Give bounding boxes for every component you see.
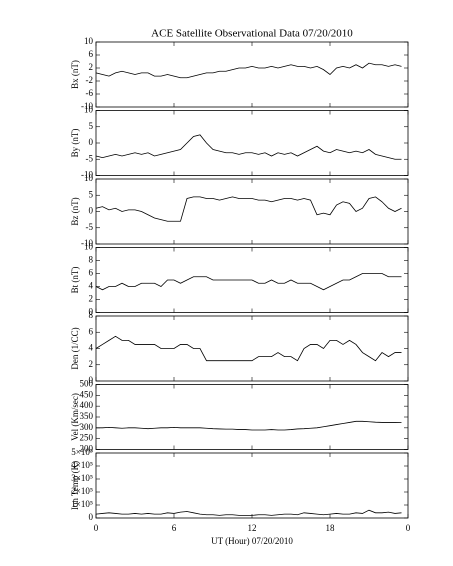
y-tick-label: 4×10⁵ xyxy=(71,460,93,470)
y-tick-label: 8 xyxy=(89,255,94,265)
panel-frame xyxy=(95,41,409,108)
panel-frame xyxy=(95,178,409,245)
data-line xyxy=(95,335,402,362)
chart-title: ACE Satellite Observational Data 07/20/2… xyxy=(151,28,353,40)
y-tick-label: -2 xyxy=(86,75,94,85)
y-tick-label: 350 xyxy=(80,411,94,421)
y-axis-label: By (nT) xyxy=(70,129,80,158)
y-tick-label: -10 xyxy=(81,101,93,111)
y-tick-label: 400 xyxy=(80,400,94,410)
y-tick-label: 10 xyxy=(84,173,94,183)
x-tick-label: 18 xyxy=(326,523,336,533)
y-tick-label: 2 xyxy=(89,359,94,369)
data-line xyxy=(95,196,402,222)
y-tick-label: 2 xyxy=(89,294,94,304)
y-tick-label: 250 xyxy=(80,433,94,443)
y-tick-label: 4 xyxy=(89,281,94,291)
y-tick-label: 2 xyxy=(89,62,94,72)
y-tick-label: 0 xyxy=(89,512,94,522)
y-axis-label: Den (1/CC) xyxy=(70,327,80,369)
data-line xyxy=(95,273,402,291)
y-tick-label: 0 xyxy=(89,137,94,147)
y-tick-label: 10 xyxy=(84,242,94,252)
y-axis-label: Bx (nT) xyxy=(70,60,80,89)
y-axis-label: Vel (Km/sec) xyxy=(70,393,80,441)
y-axis-label: Bt (nT) xyxy=(70,267,80,294)
y-tick-label: -6 xyxy=(86,88,94,98)
y-tick-label: 10 xyxy=(84,36,94,46)
y-tick-label: 6 xyxy=(89,268,94,278)
y-tick-label: 5 xyxy=(89,189,94,199)
y-tick-label: 5×10⁵ xyxy=(71,447,93,457)
y-tick-label: 450 xyxy=(80,389,94,399)
y-tick-label: 5 xyxy=(89,121,94,131)
y-tick-label: 4 xyxy=(89,343,94,353)
y-tick-label: 0 xyxy=(89,375,94,385)
y-tick-label: 0 xyxy=(89,206,94,216)
panel-frame xyxy=(95,384,409,450)
y-tick-label: 1×10⁵ xyxy=(71,499,93,509)
y-tick-label: -10 xyxy=(81,170,93,180)
y-tick-label: -10 xyxy=(81,238,93,248)
panel-frame xyxy=(95,452,409,519)
x-tick-label: 6 xyxy=(172,523,177,533)
y-tick-label: 3×10⁵ xyxy=(71,473,93,483)
y-tick-label: 0 xyxy=(89,307,94,317)
panel-frame xyxy=(95,110,409,176)
x-tick-label: 0 xyxy=(94,523,99,533)
data-line xyxy=(95,62,402,79)
y-tick-label: 8 xyxy=(89,310,94,320)
y-tick-label: 300 xyxy=(80,422,94,432)
y-axis-label: Ion Temp (K) xyxy=(70,461,80,510)
y-tick-label: -5 xyxy=(86,222,94,232)
y-tick-label: 6 xyxy=(89,326,94,336)
y-tick-label: 500 xyxy=(80,379,94,389)
y-axis-label: Bz (nT) xyxy=(70,197,80,225)
x-axis-label: UT (Hour) 07/20/2010 xyxy=(211,536,293,546)
data-line xyxy=(95,509,402,516)
y-tick-label: 6 xyxy=(89,49,94,59)
data-line xyxy=(95,134,402,160)
panel-frame xyxy=(95,315,409,382)
y-tick-label: -5 xyxy=(86,153,94,163)
x-tick-label: 12 xyxy=(248,523,257,533)
data-line xyxy=(96,420,402,431)
y-tick-label: 2×10⁵ xyxy=(71,486,93,496)
y-tick-label: 200 xyxy=(80,444,94,454)
y-tick-label: 10 xyxy=(84,105,94,115)
x-tick-label: 0 xyxy=(406,523,411,533)
